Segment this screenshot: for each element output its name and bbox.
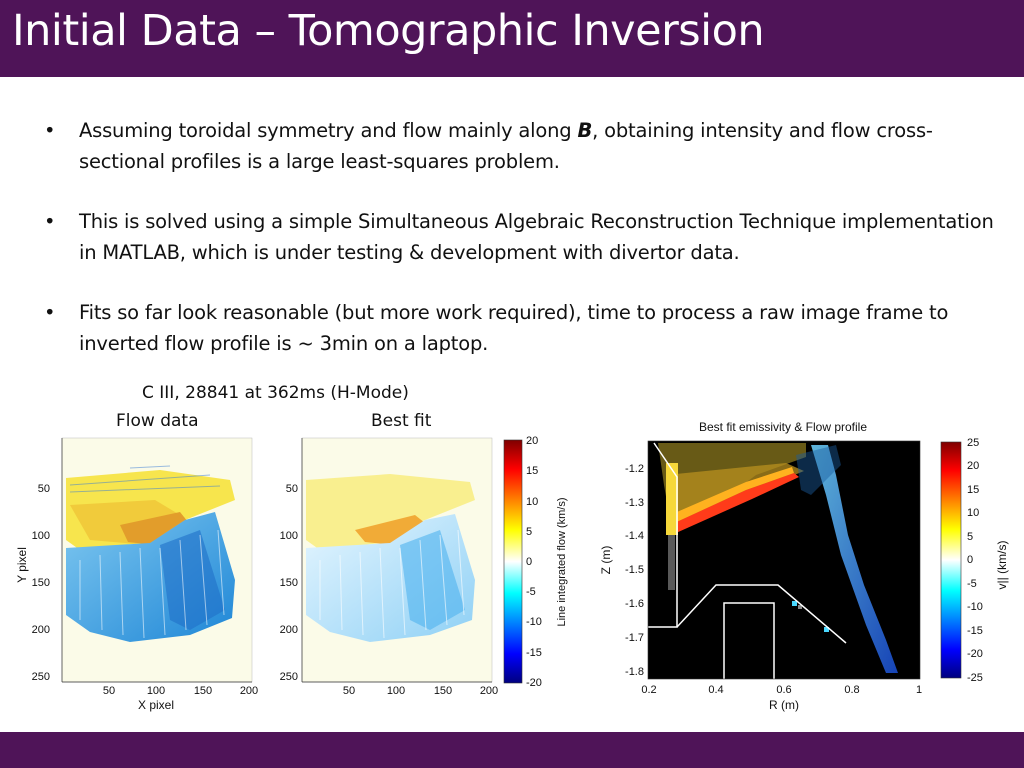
colorbar-tick-label: 20 [967,460,979,472]
flow-data-caption: Flow data [116,411,199,431]
bullet-list: • Assuming toroidal symmetry and flow ma… [44,115,994,388]
x-tick-label: 150 [194,685,212,697]
colorbar-tick-label: 10 [967,507,979,519]
y-tick-label: 200 [32,624,50,636]
bullet-item: • Assuming toroidal symmetry and flow ma… [44,115,994,177]
y-tick-label: -1.3 [625,497,644,509]
bullet-text: Fits so far look reasonable (but more wo… [79,301,949,355]
velocity-colorbar: 25 20 15 10 5 0 -5 -10 -15 -20 -25 v|| (… [940,437,1009,684]
x-tick-label: 200 [240,685,258,697]
y-tick-label: 250 [32,671,50,683]
emissivity-flow-figure: Best fit emissivity & Flow profile -1.2 … [599,420,1009,712]
emissivity-plot [647,440,921,680]
bullet-marker: • [44,119,56,142]
x-tick-label: 50 [103,685,115,697]
colorbar-tick-label: -25 [967,672,983,684]
bullet-item: • This is solved using a simple Simultan… [44,206,994,268]
emissivity-axes: -1.2 -1.3 -1.4 -1.5 -1.6 -1.7 -1.8 0.2 0… [599,463,922,712]
y-axis-label: Y pixel [15,547,29,583]
bullet-text-part: Assuming toroidal symmetry and flow main… [79,119,578,142]
y-tick-label: -1.7 [625,632,644,644]
bullet-text: This is solved using a simple Simultaneo… [79,210,994,264]
flow-image-figure: 50 100 150 200 250 50 100 150 200 X pixe… [15,435,568,712]
best-fit-panel [301,437,493,683]
colorbar-tick-label: 5 [526,526,532,538]
flow-data-panel [61,437,253,683]
colorbar-tick-label: 25 [967,437,979,449]
slide-title: Initial Data – Tomographic Inversion [12,6,765,56]
x-tick-label: 0.8 [844,684,859,696]
y-tick-label: 50 [38,483,50,495]
y-tick-label: 50 [286,483,298,495]
x-tick-label: 100 [147,685,165,697]
colorbar-tick-label: -15 [967,625,983,637]
colorbar-tick-label: -10 [526,616,542,628]
x-tick-label: 100 [387,685,405,697]
colorbar-tick-label: -10 [967,601,983,613]
x-tick-label: 0.4 [708,684,723,696]
colorbar-tick-label: 15 [967,484,979,496]
colorbar-tick-label: -15 [526,647,542,659]
colorbar-tick-label: 15 [526,465,538,477]
x-tick-label: 50 [343,685,355,697]
colorbar-tick-label: -5 [967,578,977,590]
y-axis-label: Z (m) [599,546,613,575]
bullet-item: • Fits so far look reasonable (but more … [44,297,994,359]
figure-title: Best fit emissivity & Flow profile [699,420,867,434]
colorbar-tick-label: 5 [967,531,973,543]
shot-caption: C III, 28841 at 362ms (H-Mode) [142,383,409,403]
bullet-text-part: , obtaining intensity and flow cross-sec… [79,119,933,173]
flow-colorbar: 20 15 10 5 0 -5 -10 -15 -20 Line integra… [503,435,568,689]
footer-bar [0,732,1024,768]
colorbar-tick-label: 10 [526,496,538,508]
best-fit-caption: Best fit [371,411,432,431]
bullet-text-emphasis: B [577,119,593,142]
x-axis-label: R (m) [769,698,799,712]
colorbar-tick-label: 20 [526,435,538,447]
y-tick-label: 150 [280,577,298,589]
y-tick-label: 150 [32,577,50,589]
colorbar-tick-label: -20 [526,677,542,689]
colorbar-label: v|| (km/s) [995,541,1009,590]
y-tick-label: 200 [280,624,298,636]
best-fit-axes: 50 100 150 200 250 50 100 150 200 [280,483,499,697]
y-tick-label: 250 [280,671,298,683]
y-tick-label: -1.4 [625,530,644,542]
colorbar-tick-label: 0 [526,556,532,568]
x-tick-label: 200 [480,685,498,697]
y-tick-label: 100 [280,530,298,542]
title-bar: Initial Data – Tomographic Inversion [0,0,1024,77]
y-tick-label: -1.2 [625,463,644,475]
colorbar-tick-label: 0 [967,554,973,566]
y-tick-label: 100 [32,530,50,542]
flow-data-axes: 50 100 150 200 250 50 100 150 200 X pixe… [15,483,258,712]
x-axis-label: X pixel [138,698,174,712]
bullet-marker: • [44,210,56,233]
colorbar-label: Line integrated flow (km/s) [556,498,568,627]
bullet-marker: • [44,301,56,324]
y-tick-label: -1.5 [625,564,644,576]
x-tick-label: 0.2 [641,684,656,696]
colorbar-tick-label: -5 [526,586,536,598]
x-tick-label: 1 [916,684,922,696]
y-tick-label: -1.6 [625,598,644,610]
x-tick-label: 0.6 [776,684,791,696]
colorbar-tick-label: -20 [967,648,983,660]
x-tick-label: 150 [434,685,452,697]
y-tick-label: -1.8 [625,666,644,678]
